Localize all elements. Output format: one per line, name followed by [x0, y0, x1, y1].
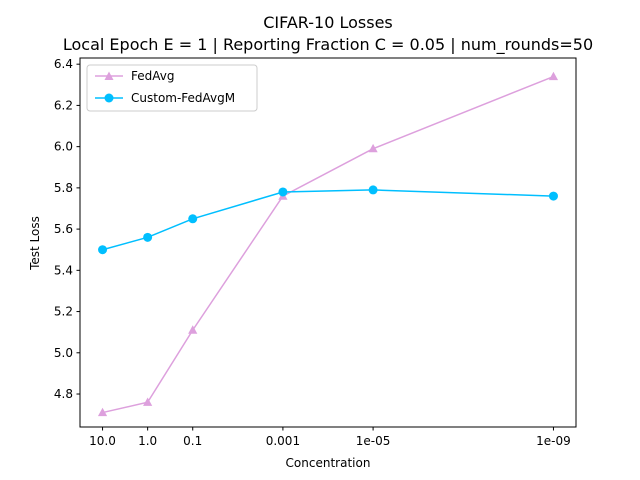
chart-subtitle: Local Epoch E = 1 | Reporting Fraction C…	[63, 35, 593, 55]
y-tick-label: 6.0	[54, 140, 73, 154]
legend-box	[86, 64, 258, 112]
data-point-fedavg	[188, 325, 198, 334]
series-line-fedavg	[102, 75, 554, 414]
data-point-custom-fedavgm	[368, 185, 378, 195]
y-tick-label: 6.4	[54, 57, 73, 71]
chart-title: CIFAR-10 Losses	[263, 13, 393, 32]
data-point-custom-fedavgm	[548, 191, 558, 201]
data-point-custom-fedavgm	[278, 187, 288, 197]
data-point-custom-fedavgm	[143, 232, 153, 242]
y-axis-label: Test Loss	[28, 216, 42, 271]
y-tick-label: 6.2	[54, 98, 73, 112]
x-tick-label: 10.0	[89, 434, 116, 448]
x-tick-label: 0.001	[266, 434, 300, 448]
legend-marker-custom-fedavgm	[104, 93, 114, 103]
data-point-custom-fedavgm	[98, 245, 108, 255]
data-point-fedavg	[368, 143, 378, 153]
y-tick-label: 5.8	[54, 181, 73, 195]
plot-area: 10.0 1.0 0.1 0.001 1e-05 1e-09 4.8 5.0 5.2 5.4 5.6…	[54, 57, 577, 448]
data-point-fedavg	[143, 397, 153, 406]
x-axis-label: Concentration	[286, 456, 371, 470]
x-tick-label: 1.0	[138, 434, 157, 448]
x-tick-label: 0.1	[183, 434, 202, 448]
x-tick-label: 1e-05	[356, 434, 391, 448]
data-point-custom-fedavgm	[188, 214, 198, 224]
data-point-fedavg	[548, 71, 559, 81]
y-tick-label: 5.0	[54, 346, 73, 360]
legend-label-custom-fedavgm: Custom-FedAvgM	[131, 91, 235, 105]
x-tick-label: 1e-09	[536, 434, 571, 448]
legend-marker-fedavg	[104, 71, 114, 80]
y-tick-label: 5.2	[54, 305, 73, 319]
series-line-custom-fedavgm	[102, 189, 554, 251]
y-tick-label: 4.8	[54, 387, 73, 401]
legend-label-fedavg: FedAvg	[131, 69, 174, 83]
y-tick-label: 5.4	[54, 263, 73, 277]
plot-frame	[79, 57, 577, 428]
legend: FedAvg Custom-FedAvgM	[86, 64, 258, 112]
data-point-fedavg	[97, 407, 108, 417]
y-tick-label: 5.6	[54, 222, 73, 236]
